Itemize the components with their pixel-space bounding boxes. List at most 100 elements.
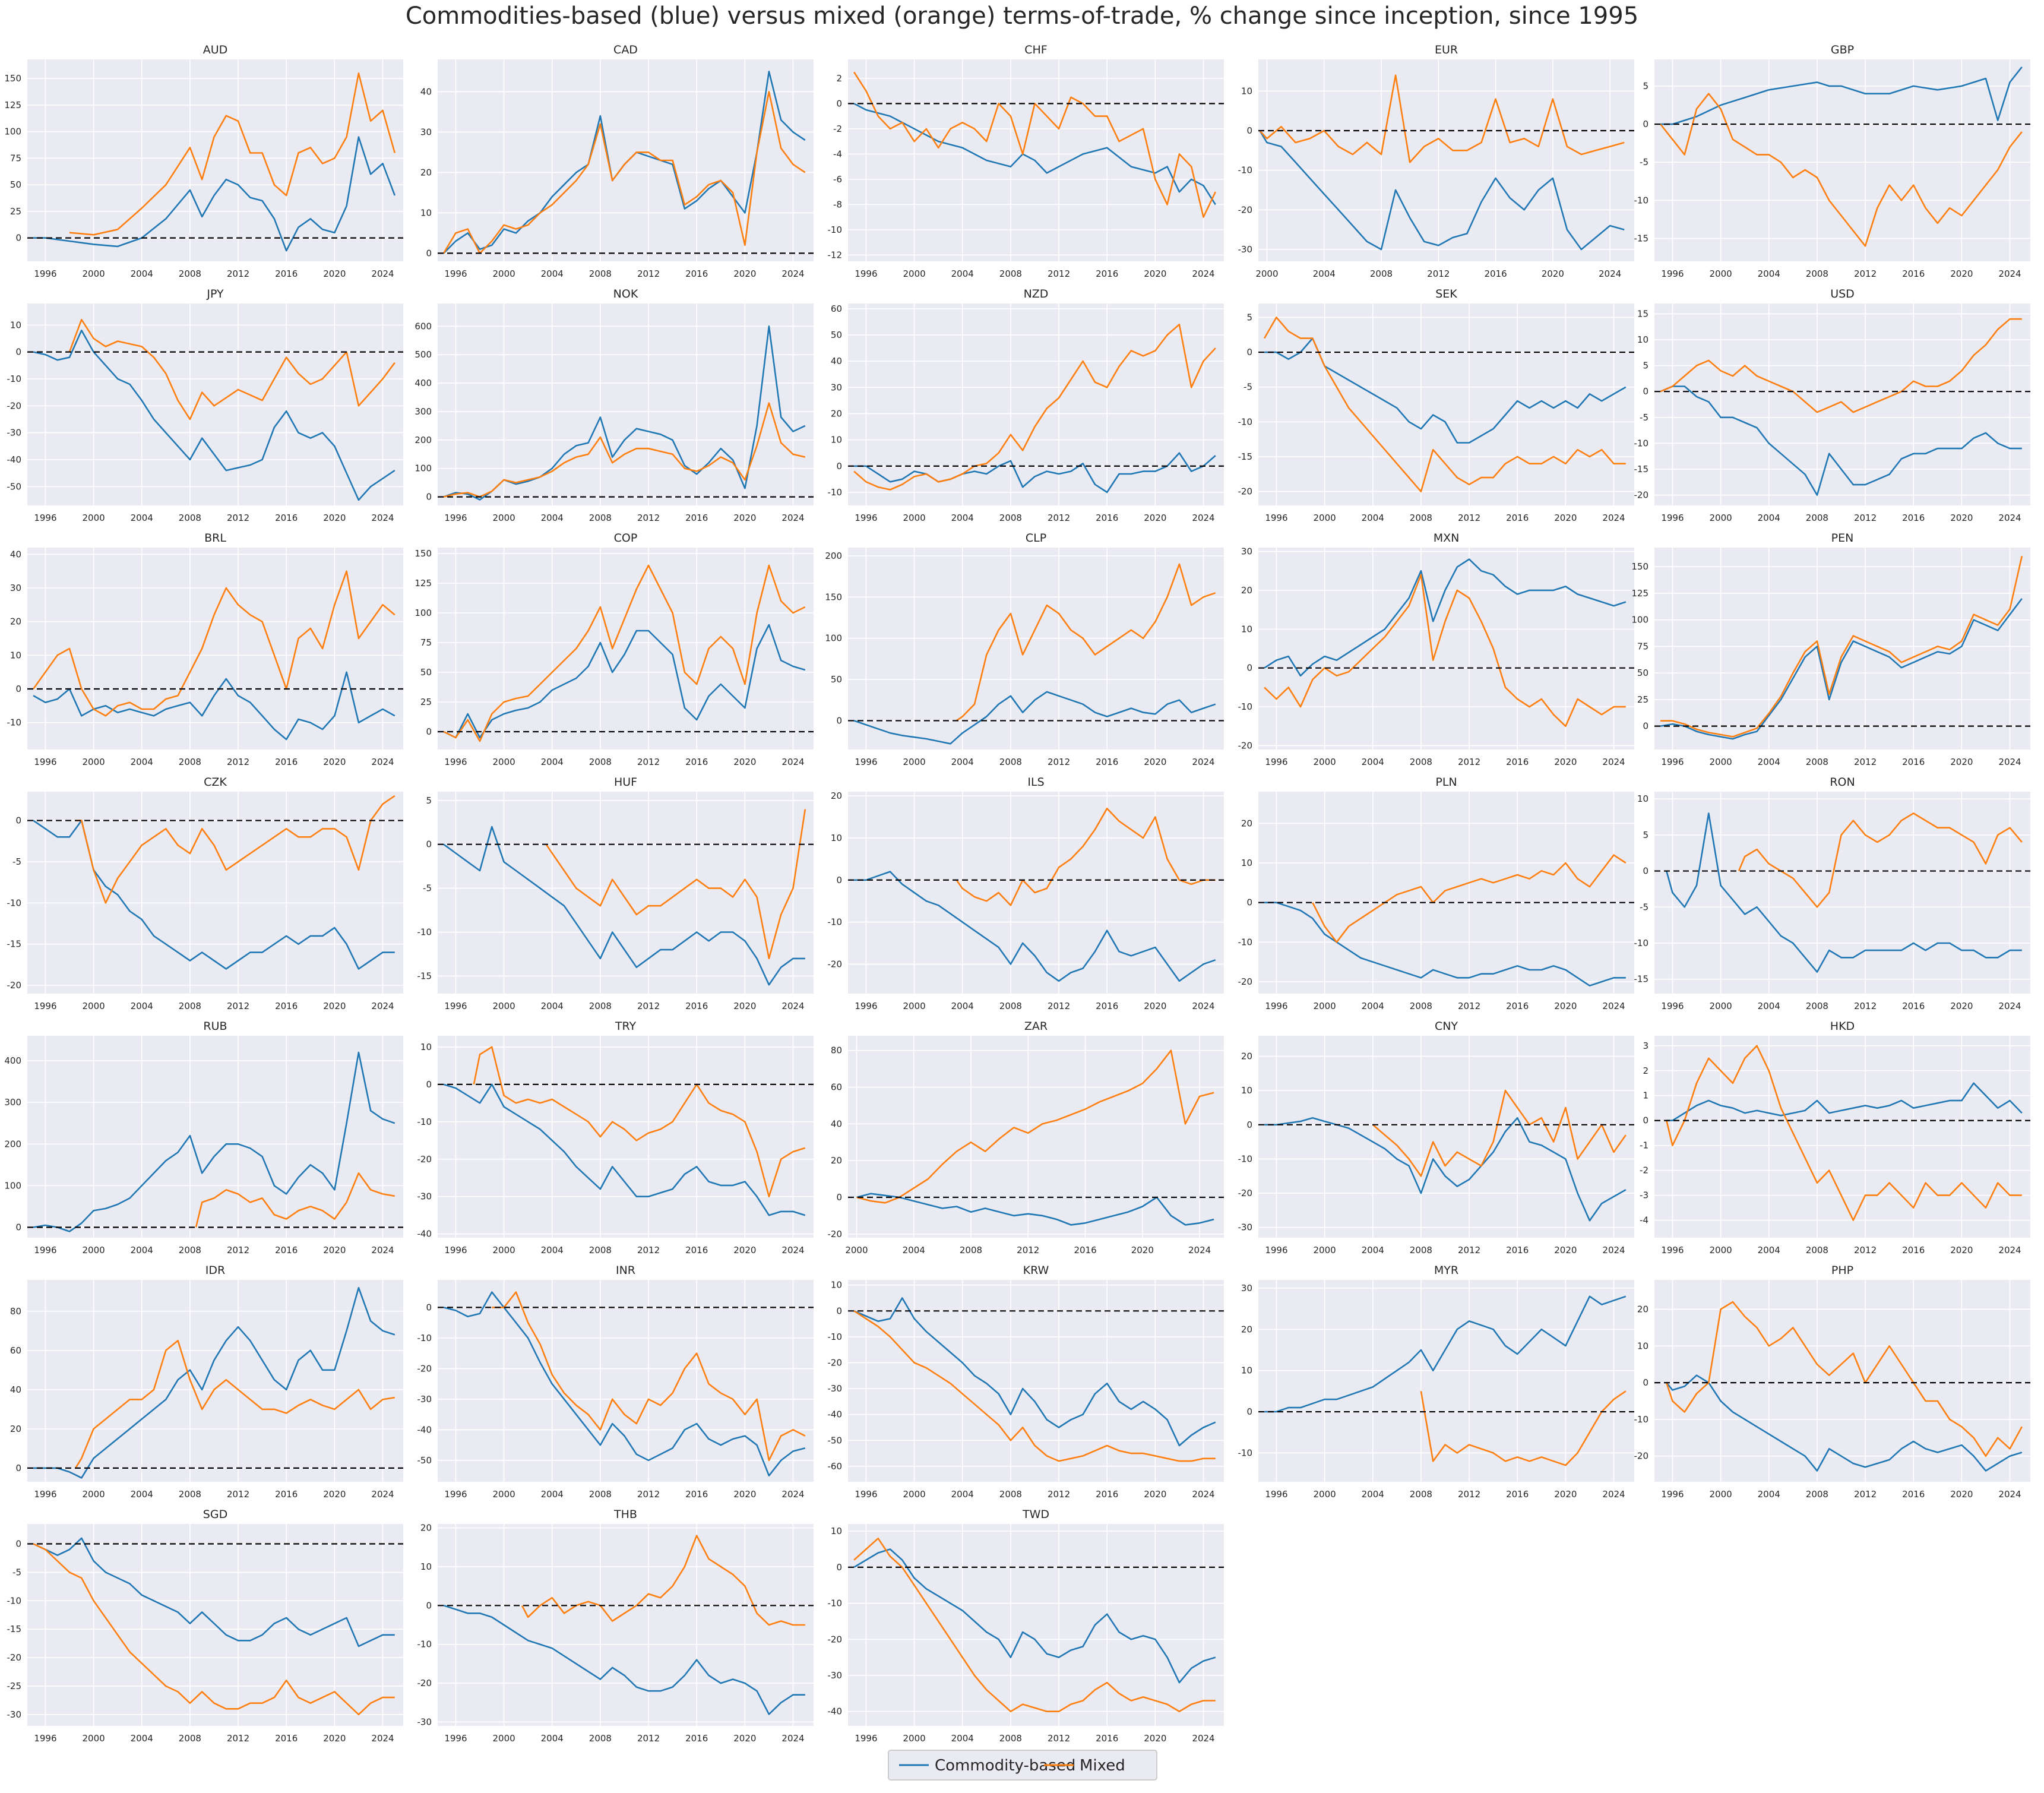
plot-area-clp [848,548,1224,750]
y-tick-label: -40 [828,1706,843,1717]
x-tick-label: 2004 [1362,1245,1384,1256]
x-tick-label: 2004 [1758,1489,1780,1500]
panel-php: 1996 2000 2004 2008 2012 2016 2020 2024 20 10 0 -10… [1634,1264,2030,1500]
series-line-mixed-idr [75,1340,395,1469]
y-tick-label: 125 [4,100,21,110]
y-tick-label: 0 [1246,125,1252,136]
x-tick-label: 2004 [131,1001,153,1011]
y-tick-label: -10 [1238,701,1253,712]
y-tick-label: -15 [7,1624,22,1634]
y-tick-label: 400 [4,1055,21,1066]
y-tick-label: 0 [1246,1120,1252,1130]
legend-frame [888,1750,1157,1781]
x-tick-label: 2020 [1144,268,1166,279]
x-tick-label: 2000 [903,1733,925,1744]
x-tick-label: 1996 [444,268,467,279]
x-tick-label: 2016 [1506,1245,1529,1256]
x-tick-label: 2016 [1074,1245,1096,1256]
y-tick-label: -40 [7,454,22,465]
x-tick-label: 1996 [1265,1489,1287,1500]
y-tick-label: 0 [426,492,432,502]
y-tick-label: -50 [7,481,22,492]
y-tick-label: -30 [1238,1222,1253,1233]
x-tick-label: 2012 [1048,1001,1070,1011]
y-tick-label: -5 [12,1567,21,1577]
x-tick-label: 2004 [541,513,564,523]
x-tick-label: 2016 [1096,1489,1118,1500]
x-tick-label: 2020 [1131,1245,1154,1256]
x-tick-label: 2016 [1096,757,1118,767]
panel-sek: 1996 2000 2004 2008 2012 2016 2020 2024 5 0 -5 -10 -… [1238,287,1634,523]
y-tick-label: 5 [1643,830,1649,840]
x-tick-label: 1996 [34,757,56,767]
y-tick-label: 25 [1637,694,1649,705]
x-tick-label: 2012 [1458,757,1480,767]
y-tick-label: 400 [415,378,432,388]
series-line-commodity-based-idr [33,1286,395,1479]
plot-area-mxn [1258,548,1634,750]
y-tick-label: -8 [833,199,842,210]
series-line-mixed-sgd [33,1543,395,1716]
x-tick-label: 2016 [1902,757,1925,767]
panel-title-rub: RUB [203,1020,227,1033]
y-tick-label: 50 [420,667,432,678]
series-line-mixed-pln [1312,854,1627,943]
y-tick-label: -10 [828,224,843,235]
plot-area-sek [1258,303,1634,505]
y-tick-label: -20 [828,959,843,969]
y-tick-label: -30 [7,428,22,438]
x-tick-label: 2008 [589,268,612,279]
panel-title-hkd: HKD [1830,1020,1855,1033]
y-tick-label: -10 [7,717,22,728]
series-line-mixed-mxn [1264,574,1626,728]
panel-chf: 1996 2000 2004 2008 2012 2016 2020 2024 2 0 -2 -4 -6… [828,43,1224,279]
y-tick-label: 0 [1643,866,1649,877]
x-tick-label: 2024 [1192,268,1214,279]
panel-pln: 1996 2000 2004 2008 2012 2016 2020 2024 20 10 0 -10… [1238,776,1634,1011]
x-tick-label: 2024 [1998,268,2021,279]
y-tick-label: -50 [828,1435,843,1446]
x-tick-label: 2008 [589,1733,612,1744]
x-tick-label: 2012 [1854,1245,1877,1256]
x-tick-label: 2016 [1506,513,1529,523]
x-tick-label: 1996 [34,1733,56,1744]
x-tick-label: 2004 [541,1489,564,1500]
y-tick-label: 5 [1246,312,1252,322]
y-tick-label: 40 [420,86,432,97]
plot-area-chf [848,59,1224,261]
y-tick-label: 10 [1241,1085,1252,1096]
y-tick-label: 20 [10,616,21,627]
series-line-mixed-brl [33,570,395,717]
plot-area-krw [848,1280,1224,1482]
x-tick-label: 2004 [951,1733,974,1744]
plot-area-try [438,1036,814,1238]
panel-title-nok: NOK [613,287,638,301]
series-line-commodity-based-jpy [33,330,395,501]
plot-area-gbp [1654,59,2030,261]
plot-area-pen [1654,548,2030,750]
series-line-mixed-huf [545,809,806,960]
y-tick-label: -2 [1640,1165,1649,1176]
x-tick-label: 2012 [637,513,660,523]
x-tick-label: 2016 [275,513,298,523]
plot-area-ron [1654,792,2030,994]
y-tick-label: 600 [415,321,432,331]
y-tick-label: -20 [1238,740,1253,751]
x-tick-label: 2008 [999,757,1022,767]
y-tick-label: 2 [836,73,842,84]
y-tick-label: 0 [836,715,842,726]
x-tick-label: 2016 [275,1489,298,1500]
x-tick-label: 2016 [685,757,708,767]
y-tick-label: 30 [420,127,432,137]
x-tick-label: 2008 [1410,757,1432,767]
x-tick-label: 2024 [1998,757,2021,767]
x-tick-label: 1996 [1265,757,1287,767]
y-tick-label: 60 [831,303,842,314]
x-tick-label: 2000 [82,268,105,279]
x-tick-label: 1996 [1265,1245,1287,1256]
panel-title-usd: USD [1830,287,1855,301]
panel-title-pen: PEN [1831,532,1854,545]
panel-zar: 2000 2004 2008 2012 2016 2020 2024 80 60 40 20 0 -20… [828,1020,1224,1256]
x-tick-label: 2016 [275,1245,298,1256]
